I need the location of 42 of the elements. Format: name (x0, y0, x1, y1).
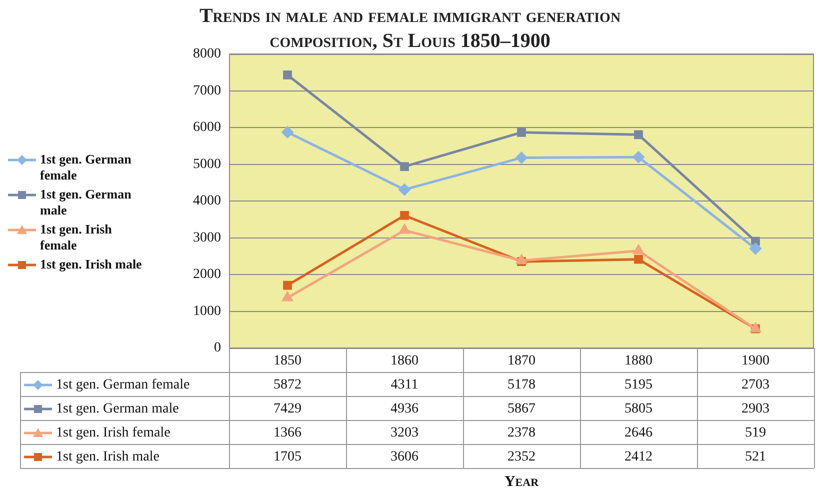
text: 1st gen. Irish male (56, 450, 160, 465)
data-label: 4311 (390, 378, 418, 393)
data-label: 2378 (508, 426, 536, 441)
y-tick-label: 1000 (193, 304, 221, 319)
data-label: 3606 (390, 450, 418, 465)
legend-label: 1st gen. Irish male (40, 256, 142, 272)
y-tick-label: 4000 (193, 194, 221, 209)
y-tick-label: 7000 (193, 83, 221, 98)
data-label: 5872 (274, 378, 302, 393)
x-tick-label: 1870 (508, 354, 536, 369)
data-label: 3203 (390, 426, 418, 441)
y-tick-label: 6000 (193, 120, 221, 136)
data-label: 5178 (508, 378, 536, 393)
x-tick-label: 1850 (274, 354, 302, 369)
y-tick-label: 3000 (193, 230, 221, 246)
data-label: 2646 (624, 426, 652, 441)
y-tick-label: 2000 (193, 267, 221, 282)
text: 1st gen. Irish female (40, 221, 112, 252)
data-label: 4936 (390, 402, 418, 417)
y-tick-label: 0 (214, 340, 221, 356)
data-label: 5805 (624, 402, 652, 417)
data-label: 1366 (274, 426, 302, 441)
text: 1st gen. German female (56, 378, 190, 393)
y-tick-label: 5000 (193, 156, 221, 172)
legend-label: 1st gen. Irish female (56, 426, 170, 441)
data-label: 2703 (742, 378, 770, 393)
data-label: 519 (745, 426, 766, 441)
legend-label: 1st gen. German male (40, 186, 132, 218)
data-label: 7429 (274, 402, 302, 417)
legend-label: 1st gen. German female (40, 151, 132, 182)
x-tick-label: 1900 (742, 354, 770, 369)
data-label: 521 (745, 450, 766, 465)
text: 1st gen. German male (56, 402, 179, 417)
x-tick-label: 1880 (624, 354, 652, 369)
data-label: 5867 (508, 402, 536, 417)
data-label: 5195 (624, 378, 652, 393)
data-label: 1705 (274, 450, 302, 465)
data-label: 2352 (508, 450, 536, 465)
x-tick-label: 1860 (390, 354, 418, 369)
text: Year (504, 474, 540, 490)
data-label: 2903 (742, 402, 770, 417)
data-label: 2412 (624, 450, 652, 465)
